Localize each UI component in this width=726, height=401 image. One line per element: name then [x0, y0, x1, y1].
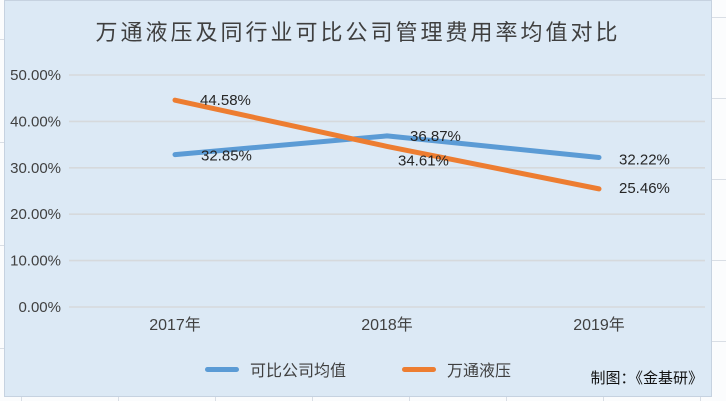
chart-title: 万通液压及同行业可比公司管理费用率均值对比	[95, 20, 621, 45]
legend-label: 万通液压	[447, 363, 512, 380]
x-axis-label: 2018年	[361, 316, 413, 334]
legend-line-marker	[204, 366, 239, 372]
y-axis-label: 50.00%	[10, 67, 61, 84]
legend-item-0: 可比公司均值	[204, 357, 346, 381]
data-label: 36.87%	[410, 128, 461, 145]
y-axis-label: 10.00%	[10, 253, 61, 270]
data-label: 34.61%	[398, 152, 449, 169]
data-label: 32.22%	[619, 151, 670, 168]
legend-label: 可比公司均值	[249, 363, 346, 380]
data-label: 44.58%	[200, 92, 251, 109]
worksheet-bottom-strip	[0, 397, 726, 401]
worksheet-left-strip	[0, 0, 4, 401]
legend-line-marker	[402, 366, 436, 372]
plot-area: 0.00% 10.00% 20.00% 30.00% 40.00% 50.00% 2017年…	[10, 67, 705, 334]
credit-text: 制图：《金基研》	[590, 371, 703, 387]
data-label: 25.46%	[619, 180, 670, 197]
chart-panel: 万通液压及同行业可比公司管理费用率均值对比 0.00% 10.00% 20.00% 3…	[4, 0, 712, 397]
series-line-1	[172, 97, 602, 192]
series-line-0	[172, 133, 602, 160]
worksheet-right-strip	[712, 0, 726, 401]
x-axis-label: 2017年	[149, 316, 201, 334]
y-axis-label: 20.00%	[10, 206, 61, 223]
data-label: 32.85%	[201, 148, 252, 165]
y-axis-label: 40.00%	[10, 113, 61, 130]
x-axis-label: 2019年	[573, 316, 625, 334]
legend: 可比公司均值 万通液压	[5, 357, 711, 381]
y-axis-label: 30.00%	[10, 160, 61, 177]
y-axis-label: 0.00%	[18, 299, 61, 316]
legend-item-1: 万通液压	[402, 357, 511, 381]
